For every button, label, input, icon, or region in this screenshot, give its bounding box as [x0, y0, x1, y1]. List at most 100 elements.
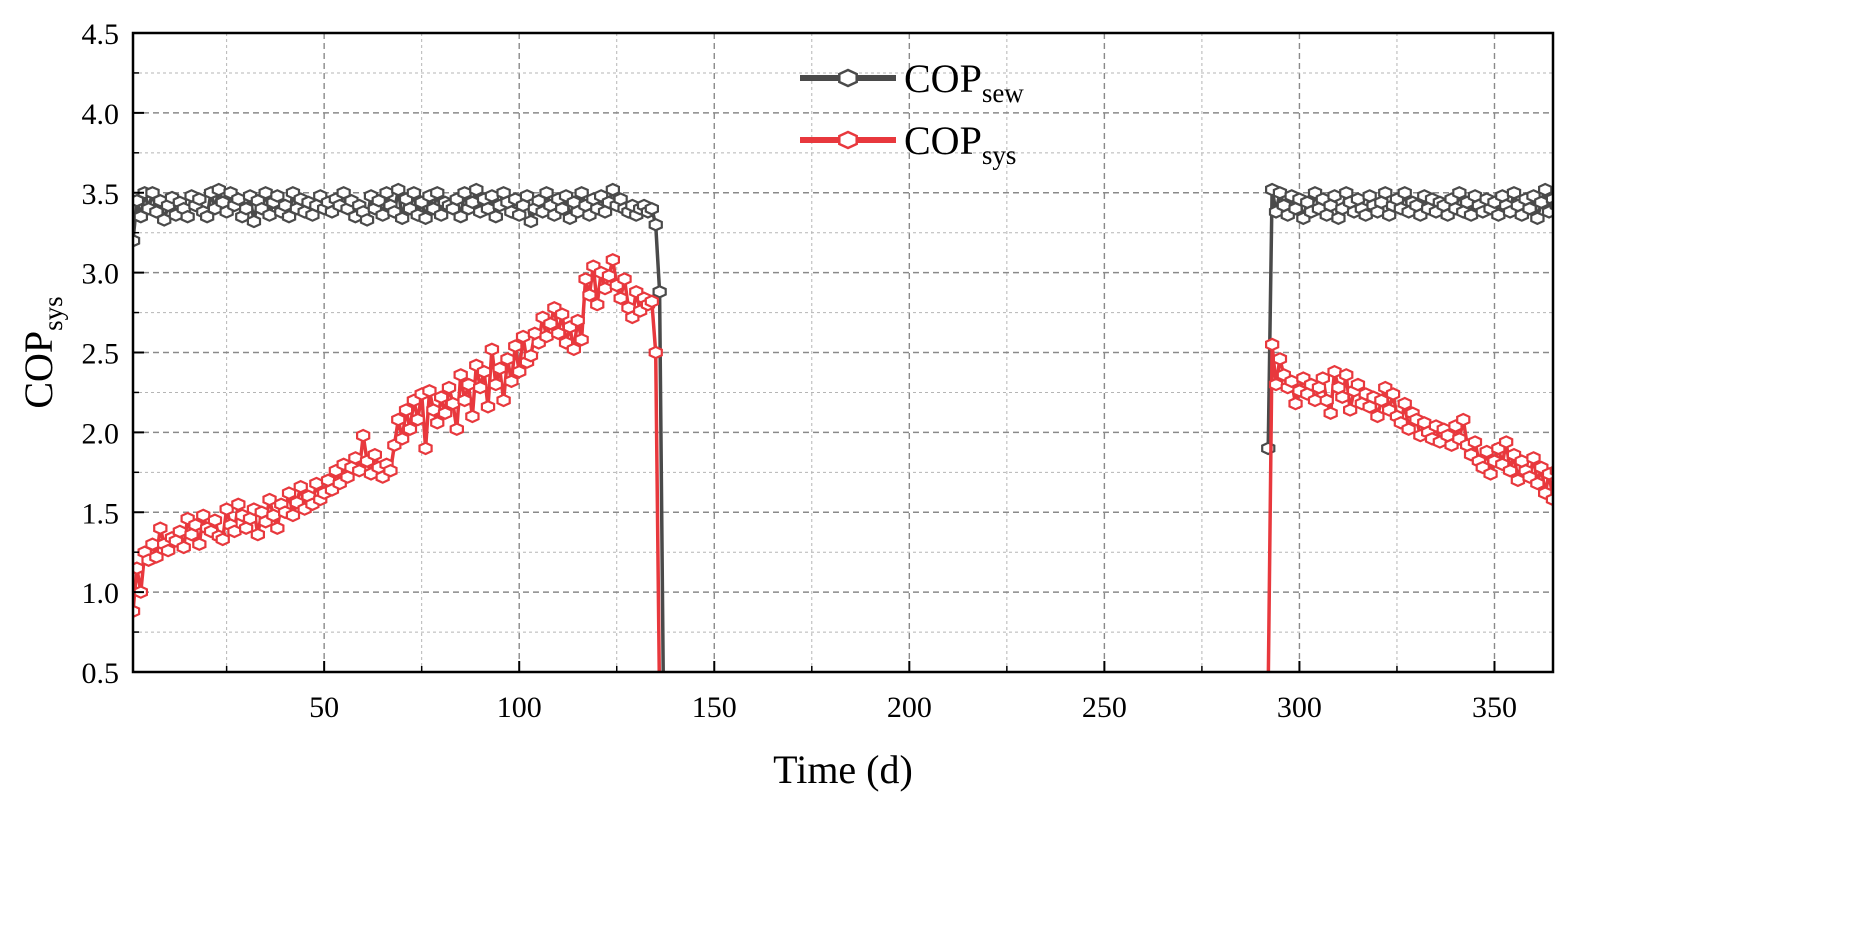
data-point-cop-sew [239, 201, 254, 216]
data-point-cop-sew [1522, 201, 1537, 216]
data-point-cop-sew [574, 185, 589, 200]
data-point-cop-sew [430, 185, 445, 200]
data-point-cop-sew [258, 185, 273, 200]
data-point-cop-sys [188, 518, 203, 532]
data-point-cop-sys [1342, 403, 1358, 417]
data-point-cop-sys [453, 368, 468, 382]
y-tick-label: 2.0 [82, 417, 120, 450]
data-point-cop-sew [1491, 208, 1506, 222]
data-point-cop-sew [434, 208, 449, 222]
data-point-cop-sys [476, 364, 492, 379]
data-point-cop-sys [422, 383, 437, 398]
data-point-cop-sew [1397, 185, 1412, 200]
data-point-cop-sys [309, 476, 324, 491]
data-point-cop-sew [1319, 208, 1334, 222]
data-point-cop-sys [410, 412, 425, 427]
data-point-cop-sew [211, 182, 226, 197]
data-point-cop-sew [406, 185, 421, 200]
data-point-cop-sys [418, 441, 433, 456]
data-point-cop-sew [1530, 211, 1545, 226]
data-point-cop-sys [1467, 435, 1483, 449]
data-point-cop-sew [180, 209, 195, 224]
y-axis-title-main: COP [16, 331, 61, 409]
data-point-cop-sys [601, 268, 617, 283]
data-point-cop-sew [418, 211, 433, 226]
data-point-cop-sys [270, 521, 285, 536]
x-tick-label: 50 [309, 691, 339, 724]
data-point-cop-sys [1311, 380, 1327, 395]
y-tick-label: 1.5 [82, 497, 120, 530]
data-point-cop-sys [348, 451, 363, 465]
data-point-cop-sew [1374, 195, 1389, 210]
data-point-cop-sew [511, 208, 527, 222]
data-point-cop-sys [402, 422, 418, 437]
x-tick-label: 100 [497, 691, 542, 724]
data-point-cop-sys [133, 604, 141, 619]
x-tick-label: 250 [1082, 691, 1127, 724]
data-point-cop-sys [391, 412, 406, 427]
data-point-cop-sys [1315, 371, 1331, 385]
data-point-cop-sys [1530, 476, 1545, 491]
data-point-cop-sew [375, 208, 390, 222]
data-point-cop-sys [196, 508, 211, 523]
data-point-cop-sys [1335, 390, 1350, 405]
data-point-cop-sys [281, 486, 297, 500]
data-point-cop-sys [1268, 377, 1284, 392]
data-point-cop-sew [1272, 185, 1288, 200]
data-point-cop-sys [1350, 377, 1366, 392]
data-point-cop-sys [613, 291, 628, 306]
data-point-cop-sys [480, 399, 496, 414]
data-point-cop-sew [465, 195, 480, 210]
data-point-cop-sys [523, 348, 539, 363]
data-point-cop-sys [426, 403, 441, 417]
legend-entry-cop-sew: COPsew [800, 56, 1024, 108]
legend-marker-cop-sys [838, 130, 858, 150]
y-tick-label: 3.5 [82, 178, 120, 211]
data-point-cop-sys [566, 342, 582, 357]
data-point-cop-sew [246, 214, 262, 229]
data-point-cop-sys [262, 492, 277, 507]
data-point-cop-sys [1374, 393, 1389, 408]
series-cop-sys [133, 252, 1553, 672]
legend-label-cop-sew-sub: sew [982, 78, 1024, 108]
data-point-cop-sew [1378, 185, 1393, 200]
data-point-cop-sys [473, 380, 488, 395]
data-point-cop-sew [157, 213, 172, 227]
data-point-cop-sys [1502, 463, 1518, 478]
data-point-cop-sys [145, 537, 160, 552]
data-point-cop-sew [605, 182, 621, 197]
x-tick-label: 200 [887, 691, 932, 724]
data-point-cop-sys [172, 524, 187, 539]
data-point-cop-sew [652, 284, 667, 299]
data-point-cop-sys [492, 361, 507, 376]
data-point-cop-sew [488, 209, 503, 224]
data-point-cop-sew [469, 182, 484, 197]
data-point-cop-sys [597, 281, 613, 296]
data-point-cop-sys [1483, 467, 1498, 481]
legend-entry-cop-sys: COPsys [800, 118, 1016, 170]
data-point-cop-sys [215, 532, 230, 547]
data-point-cop-sew [519, 189, 535, 203]
data-point-cop-sys [582, 288, 597, 302]
legend-label-cop-sys-sub: sys [982, 140, 1017, 170]
data-point-cop-sew [648, 217, 663, 232]
data-point-cop-sys [149, 550, 164, 564]
data-point-cop-sys [578, 272, 593, 286]
data-point-cop-sew [644, 201, 660, 216]
y-tick-label: 3.0 [82, 258, 120, 291]
data-point-cop-sys [508, 339, 523, 353]
data-point-cop-sew [391, 182, 406, 197]
legend-label-cop-sys: COPsys [904, 118, 1016, 170]
data-point-cop-sys [617, 272, 632, 286]
data-point-cop-sys [500, 352, 515, 366]
x-tick-label: 350 [1472, 691, 1517, 724]
series-line-cop-sys [133, 258, 661, 672]
y-tick-label: 1.0 [82, 577, 120, 610]
data-point-cop-sys [465, 409, 480, 424]
y-tick-label: 4.0 [82, 98, 120, 131]
data-point-cop-sew [270, 189, 285, 203]
y-tick-label: 2.5 [82, 338, 120, 371]
y-tick-label: 4.5 [82, 18, 120, 51]
data-point-cop-sys [250, 527, 265, 542]
data-point-cop-sys [484, 342, 500, 357]
